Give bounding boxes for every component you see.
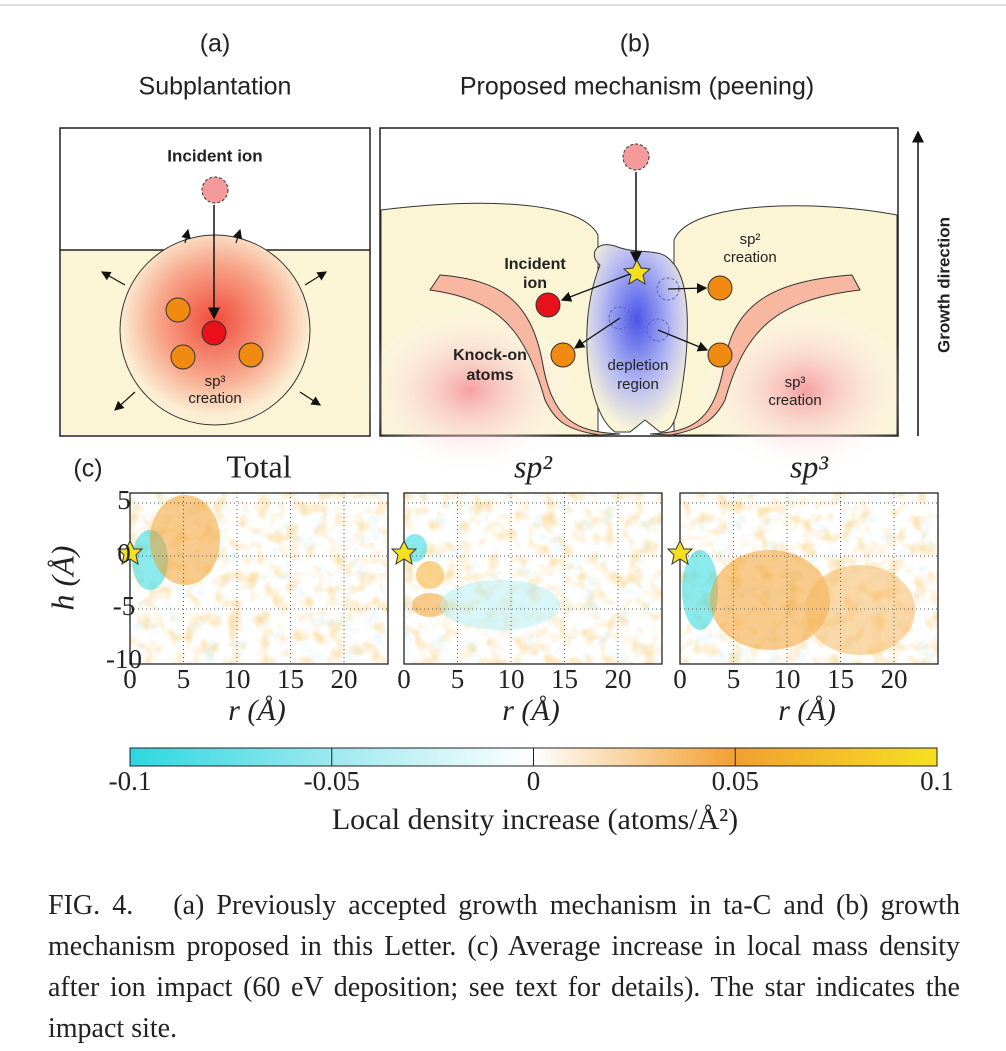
panel-label: (c) xyxy=(73,455,102,483)
ion xyxy=(202,321,226,345)
panel-title: Total xyxy=(226,448,291,484)
x-tick-label: 5 xyxy=(727,664,741,694)
label: ion xyxy=(523,275,547,292)
x-tick-label: 5 xyxy=(451,664,465,694)
atom xyxy=(239,343,263,367)
x-tick-label: 0 xyxy=(673,664,687,694)
figure: (a) Subplantation Incident ion sp³ creat… xyxy=(0,0,1006,880)
atom xyxy=(171,345,195,369)
heatmap-blob xyxy=(805,565,915,655)
heatmap-blob xyxy=(150,495,220,585)
panel-label: (b) xyxy=(620,30,651,58)
caption: FIG. 4. (a) Previously accepted growth m… xyxy=(48,885,960,1049)
x-tick-label: 10 xyxy=(498,664,525,694)
label: creation xyxy=(723,249,776,266)
label: sp³ xyxy=(205,373,226,390)
label: sp³ xyxy=(785,374,806,391)
label: Incident ion xyxy=(167,146,262,165)
panel-title: Proposed mechanism (peening) xyxy=(460,73,814,101)
axis-label: Growth direction xyxy=(934,217,953,353)
x-tick-label: 20 xyxy=(331,664,358,694)
heatmap-blob xyxy=(416,561,444,589)
ion xyxy=(623,144,649,170)
x-tick-label: 0 xyxy=(397,664,411,694)
y-tick-label: -10 xyxy=(106,644,142,674)
atom xyxy=(708,343,732,367)
x-tick-label: 15 xyxy=(277,664,304,694)
axis-label: r (Å) xyxy=(778,694,835,727)
axis-label: h (Å) xyxy=(44,546,80,611)
label: Incident xyxy=(504,256,566,273)
panel-label: (a) xyxy=(200,30,231,58)
ion xyxy=(202,177,228,203)
ion xyxy=(536,293,560,317)
panel-title: Subplantation xyxy=(139,73,292,101)
label: atoms xyxy=(466,367,513,384)
x-tick-label: 20 xyxy=(881,664,908,694)
colorbar-tick-label: 0.1 xyxy=(920,766,954,796)
page: (a) Subplantation Incident ion sp³ creat… xyxy=(0,0,1006,1051)
colorbar-tick-label: 0.05 xyxy=(712,766,759,796)
label: sp² xyxy=(740,231,761,248)
label: Knock-on xyxy=(453,347,527,364)
label: depletion xyxy=(608,357,669,374)
axis-label: r (Å) xyxy=(502,694,559,727)
axis-label: r (Å) xyxy=(228,694,285,727)
colorbar-tick-label: -0.1 xyxy=(109,766,152,796)
x-tick-label: 15 xyxy=(551,664,578,694)
colorbar-tick-label: -0.05 xyxy=(304,766,360,796)
atom xyxy=(708,276,732,300)
y-tick-label: 0 xyxy=(117,538,131,568)
y-tick-label: -5 xyxy=(113,591,136,621)
atom xyxy=(551,343,575,367)
x-tick-label: 10 xyxy=(224,664,251,694)
colorbar-tick-label: 0 xyxy=(527,766,541,796)
x-tick-label: 15 xyxy=(827,664,854,694)
label: creation xyxy=(768,392,821,409)
panel-title: sp³ xyxy=(790,448,828,484)
x-tick-label: 20 xyxy=(605,664,632,694)
label: creation xyxy=(188,390,241,407)
x-tick-label: 5 xyxy=(177,664,191,694)
panel-title: sp² xyxy=(514,448,553,484)
atom xyxy=(166,298,190,322)
y-tick-label: 5 xyxy=(117,485,131,515)
heatmaps: Total 0 5 10 15 20 r (Å) sp² 0 5 10 15 20 r (Å) sp³ 0 5 1… xyxy=(106,448,938,727)
x-tick-label: 10 xyxy=(774,664,801,694)
colorbar-label: Local density increase (atoms/Å²) xyxy=(332,803,738,836)
label: region xyxy=(617,376,659,393)
